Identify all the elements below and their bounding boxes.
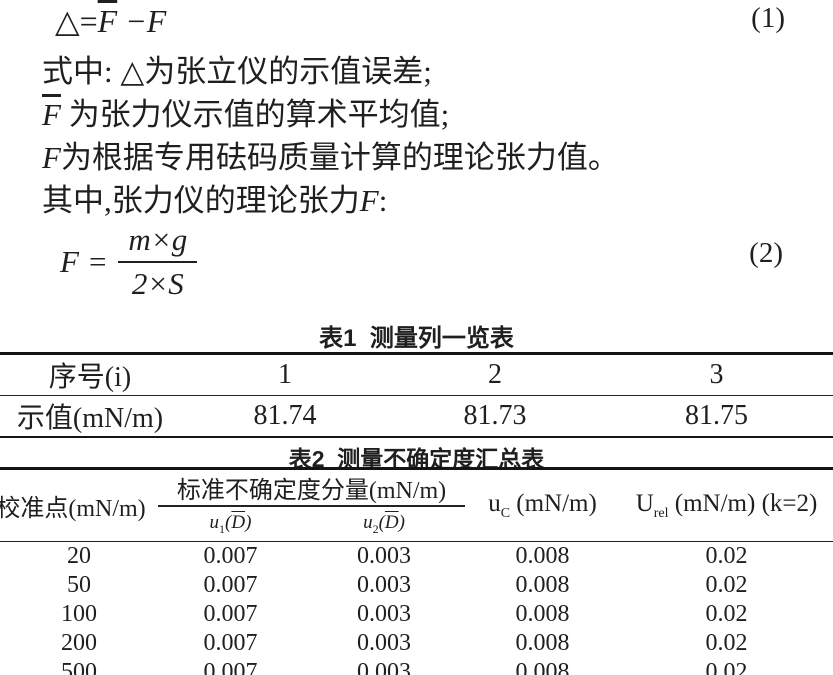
equals-sign: = <box>88 244 107 279</box>
u1-paren-close: ) <box>245 511 252 533</box>
equation-2-lhs: F <box>60 244 79 279</box>
calibration-point-cell: 20 <box>67 543 91 569</box>
u2-value-cell: 0.003 <box>357 572 411 598</box>
fraction: m×g 2×S <box>118 222 198 302</box>
table-row: 500 0.007 0.003 0.008 0.02 <box>0 658 833 675</box>
minus-f-term: −F <box>117 3 167 39</box>
table-1-cell: 2 <box>390 353 600 396</box>
equation-1-expression: △=F −F <box>55 2 166 40</box>
d-bar-symbol: D <box>231 511 246 533</box>
expanded-uncertainty-header: Urel (mN/m) (k=2) <box>620 469 833 542</box>
description-line-1: 式中: △为张立仪的示值误差; <box>42 50 802 93</box>
table-row: 200 0.007 0.003 0.008 0.02 <box>0 629 833 658</box>
table-row: 50 0.007 0.003 0.008 0.02 <box>0 571 833 600</box>
f-bar-symbol: F <box>42 97 61 132</box>
urel-base: U <box>635 489 654 517</box>
table-1-cell: 81.73 <box>463 400 527 431</box>
description-line-3: F为根据专用砝码质量计算的理论张力值。 <box>42 136 802 179</box>
description-line-4: 其中,张力仪的理论张力F: <box>42 179 802 222</box>
u2-value-cell: 0.003 <box>357 659 411 675</box>
table-1-title: 表1 测量列一览表 <box>319 325 514 352</box>
urel-unit: (mN/m) (k=2) <box>668 489 818 517</box>
u1-value-cell: 0.007 <box>203 572 258 598</box>
equation-2: F = m×g 2×S <box>60 222 198 302</box>
u1-value-cell: 0.007 <box>203 543 258 569</box>
calibration-point-cell: 50 <box>67 572 91 598</box>
table-1-cell: 81.75 <box>685 400 748 431</box>
uc-value-cell: 0.008 <box>515 630 570 656</box>
urel-value-cell: 0.02 <box>705 543 748 569</box>
uc-value-cell: 0.008 <box>515 601 570 627</box>
urel-value-cell: 0.02 <box>705 659 748 675</box>
table-1-value-row: 示值(mN/m) 81.74 81.73 81.75 <box>0 396 833 438</box>
combined-uncertainty-header: uC (mN/m) <box>465 469 620 542</box>
u2-value-cell: 0.003 <box>357 543 411 569</box>
uncertainty-components-group-header: 标准不确定度分量(mN/m) <box>158 468 466 507</box>
u2-paren-open: ( <box>378 511 385 533</box>
table-1-row-label: 序号(i) <box>0 353 180 396</box>
calibration-point-cell: 500 <box>61 659 97 675</box>
table-1: 序号(i) 1 2 3 示值(mN/m) 81.74 81.73 81.75 <box>0 352 833 438</box>
uc-subscript: C <box>500 505 511 521</box>
urel-value-cell: 0.02 <box>705 572 748 598</box>
table-1-cell: 1 <box>180 353 390 396</box>
u2-base: u <box>363 511 373 533</box>
u1-subheader: u1(D) <box>158 506 303 542</box>
u2-paren-close: ) <box>398 511 405 533</box>
table-2: 校准点(mN/m) 标准不确定度分量(mN/m) uC (mN/m) Urel … <box>0 467 833 675</box>
description-line-2-text: 为张力仪示值的算术平均值; <box>60 97 450 132</box>
table-row: 100 0.007 0.003 0.008 0.02 <box>0 600 833 629</box>
description-line-4-colon: : <box>378 183 388 218</box>
uc-unit: (mN/m) <box>510 489 597 517</box>
f-symbol-2: F <box>359 183 379 218</box>
description-line-1-text: 式中: △为张立仪的示值误差; <box>42 54 432 89</box>
uc-base: u <box>488 489 501 517</box>
equation-2-number: (2) <box>749 237 783 269</box>
u1-value-cell: 0.007 <box>203 601 258 627</box>
f-bar-term: F <box>97 3 118 39</box>
calibration-point-header: 校准点(mN/m) <box>0 496 146 522</box>
uc-value-cell: 0.008 <box>515 543 570 569</box>
u2-subscript: 2 <box>372 521 379 536</box>
table-1-cell: 3 <box>600 353 833 396</box>
table-2-header-row-2: u1(D) u2(D) <box>0 506 833 542</box>
calibration-point-cell: 100 <box>61 601 97 627</box>
table-1-cell: 81.74 <box>253 400 317 431</box>
urel-value-cell: 0.02 <box>705 630 748 656</box>
description-line-4-text: 其中,张力仪的理论张力 <box>42 183 360 218</box>
table-1-row-label: 示值(mN/m) <box>16 403 164 434</box>
description-line-2: F 为张力仪示值的算术平均值; <box>42 93 802 136</box>
u2-value-cell: 0.003 <box>357 601 411 627</box>
u1-subscript: 1 <box>219 521 226 536</box>
uc-value-cell: 0.008 <box>515 659 570 675</box>
d-bar-symbol: D <box>384 511 399 533</box>
table-2-header: 校准点(mN/m) 标准不确定度分量(mN/m) uC (mN/m) Urel … <box>0 468 833 542</box>
u2-subheader: u2(D) <box>303 506 465 542</box>
u1-paren-open: ( <box>225 511 232 533</box>
u1-base: u <box>209 511 220 533</box>
urel-value-cell: 0.02 <box>705 601 748 627</box>
delta-equals-term: △= <box>55 3 98 39</box>
table-row: 20 0.007 0.003 0.008 0.02 <box>0 542 833 572</box>
description-line-3-text: 为根据专用砝码质量计算的理论张力值。 <box>60 140 619 175</box>
u2-value-cell: 0.003 <box>357 630 411 656</box>
fraction-numerator: m×g <box>118 222 198 263</box>
u1-value-cell: 0.007 <box>203 630 258 656</box>
table-2-header-row-1: 校准点(mN/m) 标准不确定度分量(mN/m) uC (mN/m) Urel … <box>0 468 833 522</box>
table-1-header-row: 序号(i) 1 2 3 <box>0 353 833 396</box>
equation-1-number: (1) <box>751 2 785 34</box>
urel-subscript: rel <box>653 505 669 521</box>
equation-1: △=F −F (1) <box>55 2 785 40</box>
calibration-point-cell: 200 <box>61 630 97 656</box>
u1-value-cell: 0.007 <box>203 659 258 675</box>
uc-value-cell: 0.008 <box>515 572 570 598</box>
table-2-body: 20 0.007 0.003 0.008 0.02 50 0.007 0.003… <box>0 542 833 675</box>
f-symbol: F <box>42 140 61 175</box>
fraction-denominator: 2×S <box>131 266 184 301</box>
symbol-description: 式中: △为张立仪的示值误差; F 为张力仪示值的算术平均值; F为根据专用砝码… <box>42 50 802 222</box>
